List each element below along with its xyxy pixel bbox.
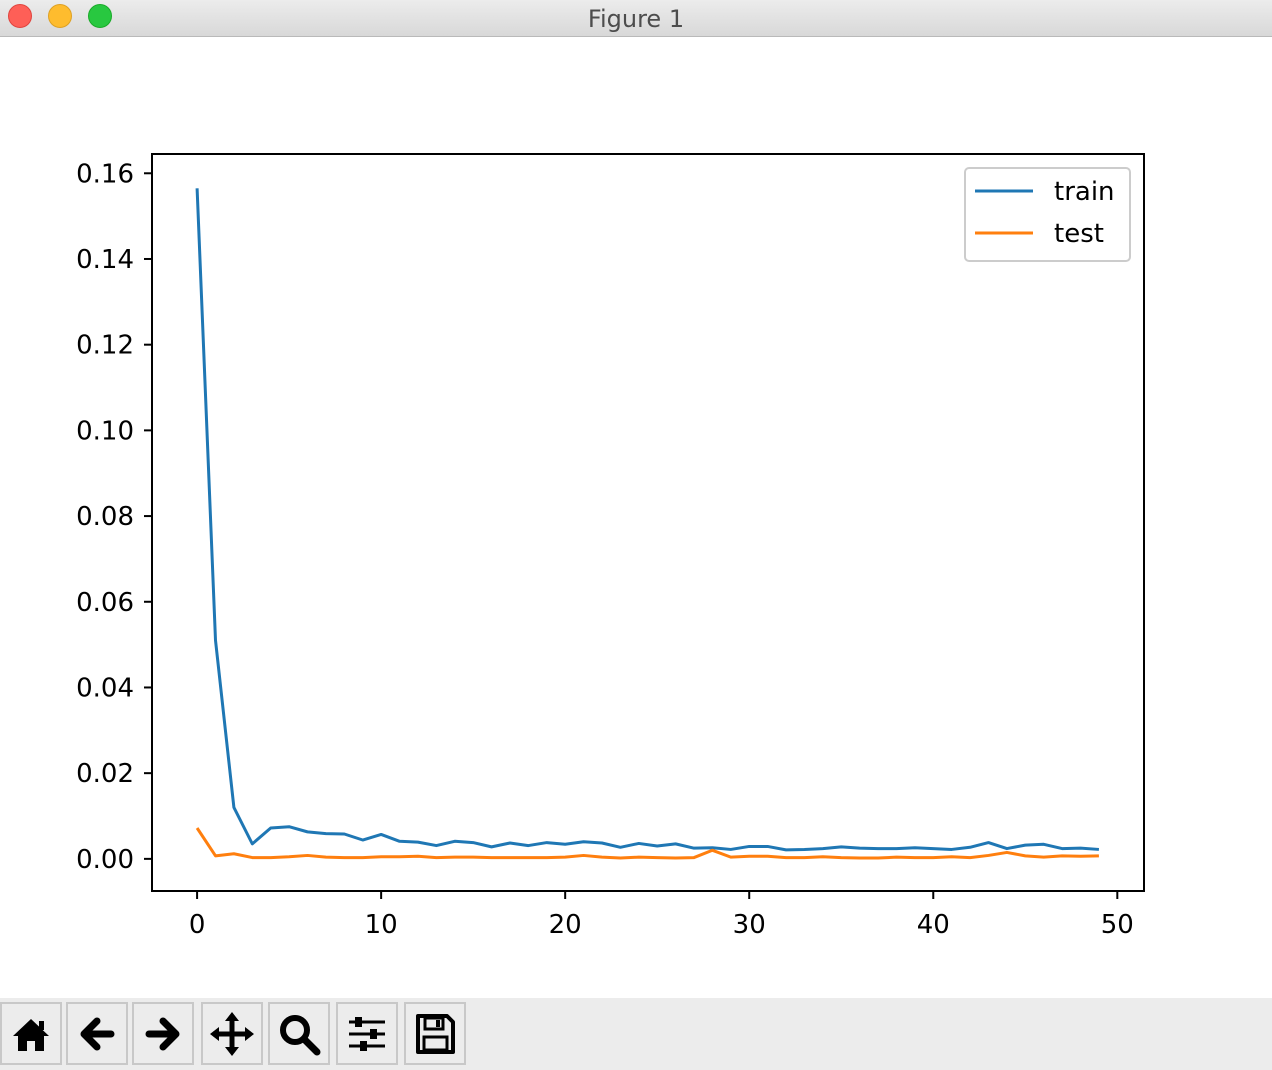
forward-button[interactable] bbox=[132, 1002, 194, 1065]
x-tick-label-10: 10 bbox=[365, 910, 398, 940]
floppy-disk-icon bbox=[416, 1013, 455, 1054]
y-tick-label-5: 0.10 bbox=[76, 416, 134, 446]
back-button[interactable] bbox=[66, 1002, 128, 1065]
zoom-button[interactable] bbox=[268, 1002, 330, 1065]
window-title: Figure 1 bbox=[587, 5, 685, 33]
series-line-train bbox=[195, 188, 1100, 852]
arrow-left-icon bbox=[80, 1017, 115, 1050]
x-tick-label-20: 20 bbox=[549, 910, 582, 940]
x-tick-label-40: 40 bbox=[917, 910, 950, 940]
legend-label-test: test bbox=[1054, 219, 1104, 249]
axes-frame bbox=[151, 153, 1145, 892]
save-button[interactable] bbox=[404, 1002, 466, 1065]
home-button[interactable] bbox=[0, 1002, 62, 1065]
window-titlebar: Figure 1 bbox=[0, 0, 1272, 37]
maximize-window-button[interactable] bbox=[88, 4, 112, 28]
y-tick-label-7: 0.14 bbox=[76, 245, 134, 275]
magnifier-icon bbox=[280, 1014, 321, 1055]
y-tick-label-0: 0.00 bbox=[76, 845, 134, 875]
move-icon bbox=[210, 1011, 254, 1056]
navigation-toolbar bbox=[0, 998, 1272, 1070]
sliders-icon bbox=[349, 1016, 385, 1051]
x-tick-label-0: 0 bbox=[189, 910, 206, 940]
configure-subplots-button[interactable] bbox=[336, 1002, 398, 1065]
arrow-right-icon bbox=[145, 1017, 180, 1050]
y-tick-label-4: 0.08 bbox=[76, 502, 134, 532]
x-tick-label-30: 30 bbox=[733, 910, 766, 940]
y-tick-label-8: 0.16 bbox=[76, 159, 134, 189]
home-icon bbox=[13, 1018, 49, 1051]
legend-label-train: train bbox=[1054, 177, 1115, 207]
y-tick-label-6: 0.12 bbox=[76, 331, 134, 361]
minimize-window-button[interactable] bbox=[48, 4, 72, 28]
pan-button[interactable] bbox=[201, 1002, 263, 1065]
line-chart: 0 10 20 30 40 50 0.00 0.02 0.04 0.06 0.08 0.10 0.12 0… bbox=[76, 153, 1145, 940]
figure-canvas: 0 10 20 30 40 50 0.00 0.02 0.04 0.06 0.08 0.10 0.12 0… bbox=[0, 37, 1272, 998]
x-tick-label-50: 50 bbox=[1101, 910, 1134, 940]
y-tick-label-2: 0.04 bbox=[76, 673, 134, 703]
y-tick-label-1: 0.02 bbox=[76, 759, 134, 789]
series-line-test bbox=[195, 827, 1099, 860]
close-window-button[interactable] bbox=[8, 4, 32, 28]
y-tick-label-3: 0.06 bbox=[76, 588, 134, 618]
